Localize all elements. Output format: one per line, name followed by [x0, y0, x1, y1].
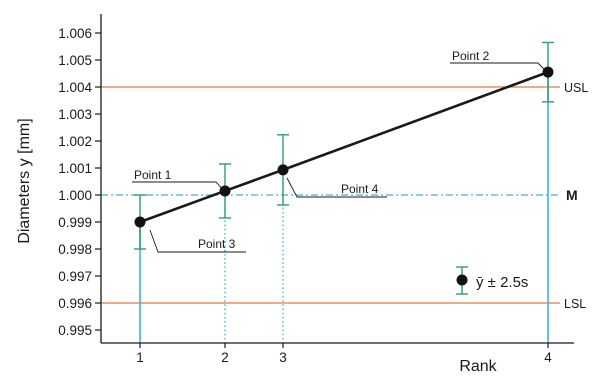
- y-tick-label: 1.006: [58, 26, 92, 41]
- x-tick-label: 4: [544, 350, 552, 365]
- y-tick-label: 1.005: [58, 53, 92, 68]
- x-tick-label: 3: [279, 350, 287, 365]
- y-tick-label: 1.002: [58, 134, 92, 149]
- y-tick-label: 1.003: [58, 107, 92, 122]
- legend-label: ȳ ± 2.5s: [476, 274, 528, 291]
- y-axis-label: Diameters y [mm]: [16, 118, 33, 243]
- data-point: [542, 66, 554, 78]
- legend-marker: [456, 274, 468, 286]
- ref-label-lsl: LSL: [564, 297, 586, 311]
- data-point: [219, 185, 231, 197]
- ref-label-usl: USL: [564, 81, 588, 95]
- series: [134, 41, 554, 250]
- stems: [139, 72, 549, 343]
- annotation-label: Point 1: [134, 168, 172, 182]
- legend: ȳ ± 2.5s: [456, 266, 528, 295]
- y-tick-label: 0.996: [58, 296, 92, 311]
- y-tick-label: 0.998: [58, 242, 92, 257]
- y-tick-label: 0.999: [58, 215, 92, 230]
- x-tick-label: 1: [136, 350, 144, 365]
- data-point: [277, 164, 289, 176]
- data-point: [134, 216, 146, 228]
- annotation-point-4: Point 4: [286, 177, 387, 198]
- reference-lines: USL M LSL: [101, 81, 588, 311]
- y-tick-label: 1.004: [58, 80, 92, 95]
- series-line: [139, 70, 549, 224]
- annotation-label: Point 4: [341, 182, 379, 196]
- y-tick-label: 0.997: [58, 269, 92, 284]
- annotations: Point 1 Point 2 Point 3 Point 4: [132, 49, 547, 253]
- y-tick-label: 1.001: [58, 161, 92, 176]
- y-tick-label: 1.000: [58, 188, 92, 203]
- x-axis-label: Rank: [459, 358, 497, 375]
- annotation-point-2: Point 2: [450, 49, 547, 72]
- annotation-label: Point 3: [198, 237, 236, 251]
- x-tick-label: 2: [221, 350, 229, 365]
- ref-label-m: M: [566, 187, 578, 203]
- annotation-point-1: Point 1: [132, 168, 225, 192]
- y-tick-label: 0.995: [58, 323, 92, 338]
- annotation-label: Point 2: [452, 49, 490, 63]
- axes: 0.995 0.996 0.997 0.998 0.999 1.000 1.001 1.002…: [58, 14, 574, 365]
- annotation-point-3: Point 3: [149, 229, 246, 253]
- legend-item: ȳ ± 2.5s: [456, 266, 528, 295]
